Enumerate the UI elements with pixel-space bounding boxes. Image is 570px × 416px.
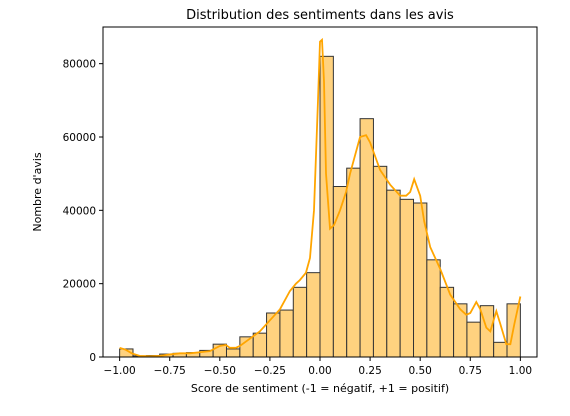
x-tick-label: −0.75	[154, 365, 186, 377]
x-tick-label: −0.25	[254, 365, 286, 377]
x-tick-label: 0.25	[358, 365, 381, 377]
histogram-bar	[239, 336, 254, 358]
kde-curve	[119, 37, 522, 358]
x-axis-ticks: −1.00 −0.75 −0.50 −0.25 0.00 0.25 0.50 0.75 1.00	[104, 357, 532, 377]
x-tick-label: 0.00	[308, 365, 331, 377]
histogram-bar	[399, 198, 415, 358]
histogram-bar	[266, 312, 281, 358]
x-tick-label: −1.00	[104, 365, 136, 377]
histogram-bar	[346, 167, 361, 358]
x-axis-label: Score de sentiment (-1 = négatif, +1 = p…	[191, 382, 449, 395]
histogram-bar	[319, 55, 334, 358]
y-axis-ticks: 0 20000 40000 60000 80000	[63, 59, 103, 364]
x-tick-label: 1.00	[509, 365, 532, 377]
histogram-bar	[252, 332, 268, 358]
y-axis-label: Nombre d'avis	[31, 152, 44, 232]
histogram-bar	[386, 189, 401, 358]
y-tick-label: 40000	[63, 205, 96, 217]
histogram-bar	[306, 272, 321, 358]
chart-title: Distribution des sentiments dans les avi…	[186, 8, 454, 23]
y-tick-label: 20000	[63, 279, 96, 291]
x-tick-label: 0.75	[459, 365, 482, 377]
histogram-bar	[279, 309, 294, 358]
histogram-bar	[426, 259, 441, 358]
y-tick-label: 60000	[63, 132, 96, 144]
histogram-bar	[225, 348, 241, 358]
x-tick-label: 0.50	[408, 365, 431, 377]
histogram-bar	[466, 321, 481, 358]
histogram-bar	[453, 303, 468, 358]
histogram-bar	[372, 165, 388, 358]
x-tick-label: −0.50	[204, 365, 236, 377]
histogram-bars	[119, 55, 521, 358]
y-tick-label: 80000	[63, 59, 96, 71]
histogram-bar	[292, 286, 308, 358]
histogram-bar	[359, 118, 374, 358]
y-tick-label: 0	[89, 352, 96, 364]
histogram-bar	[493, 341, 508, 358]
